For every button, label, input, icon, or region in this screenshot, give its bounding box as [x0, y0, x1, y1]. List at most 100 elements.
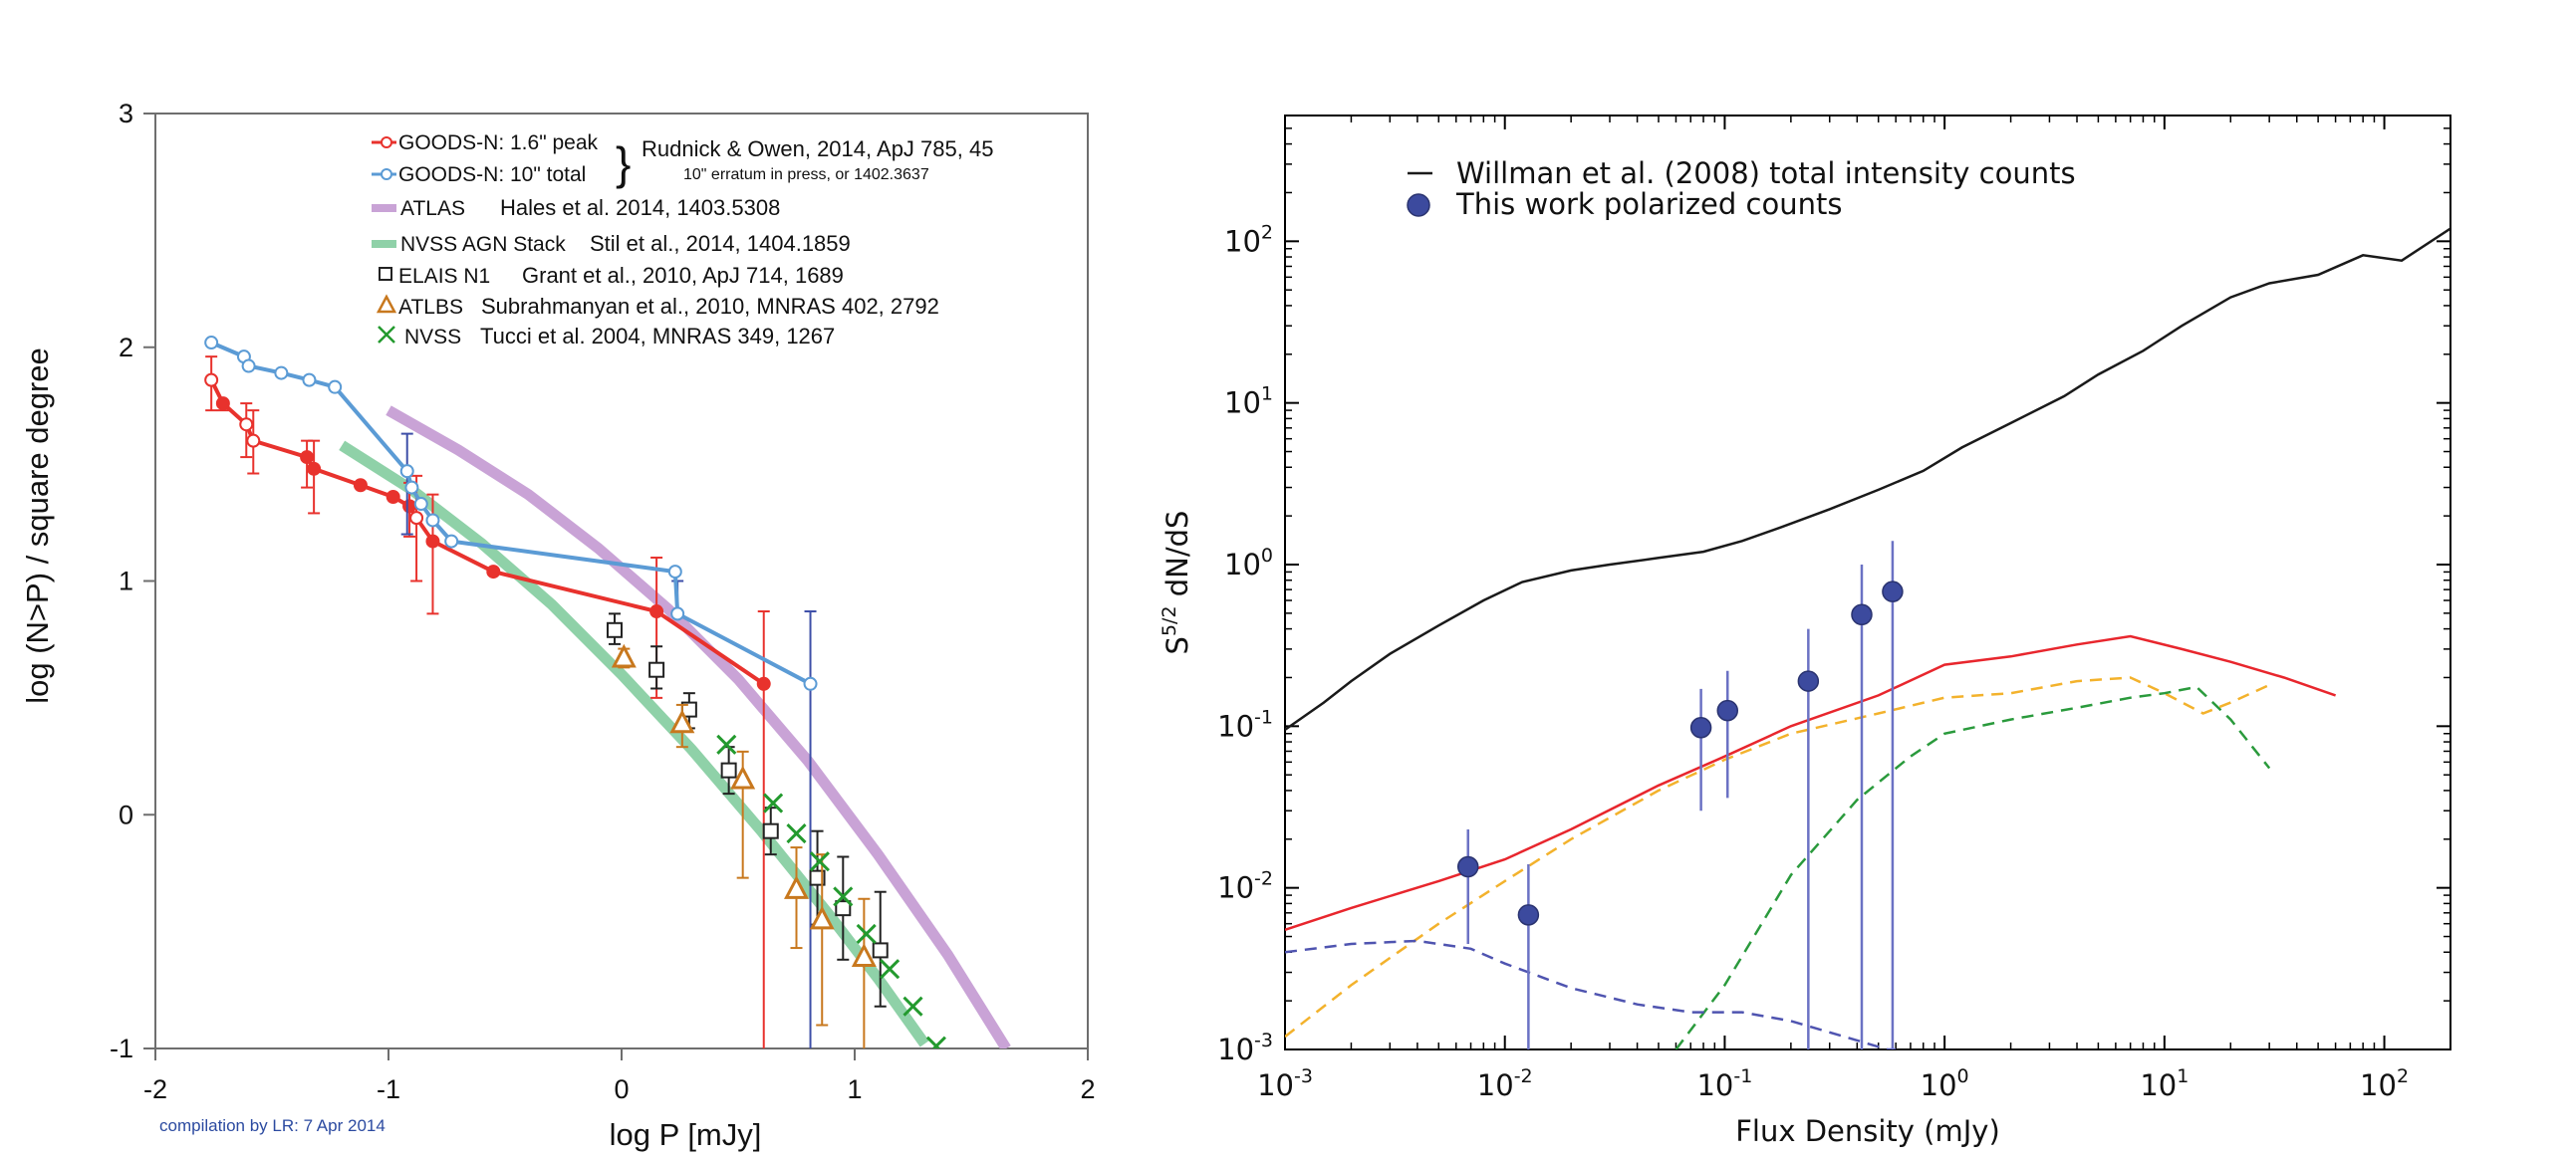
left-legend-brace-reference: Rudnick & Owen, 2014, ApJ 785, 45: [642, 136, 993, 161]
left-data-point: [328, 379, 343, 394]
left-x-point: [880, 959, 901, 980]
left-series-clip-group: [204, 336, 1011, 1048]
right-y-label-base: S: [1160, 636, 1194, 654]
left-series-layer: [204, 336, 1011, 1048]
right-x-tick-base: 10: [1921, 1068, 1957, 1102]
left-data-point: [409, 511, 424, 526]
left-legend-swatch-triangle: [376, 294, 397, 314]
right-legend-item: Willman et al. (2008) total intensity co…: [1408, 156, 2076, 190]
right-x-tick-exp: 1: [2177, 1065, 2189, 1087]
right-y-axis-label: S5/2 dN/dS: [1159, 511, 1194, 655]
right-x-tick-label: 10-1: [1696, 1065, 1752, 1102]
left-series-line: [339, 440, 929, 1047]
right-x-tick-base: 10: [1257, 1068, 1294, 1102]
right-y-label-rest: dN/dS: [1160, 511, 1194, 606]
left-legend-label: ELAIS N1: [398, 265, 490, 288]
left-legend-label: ATLAS: [400, 197, 465, 220]
right-y-tick-base: 10: [1217, 1033, 1254, 1066]
left-data-point: [204, 372, 219, 387]
left-data-point: [413, 497, 428, 512]
left-series-marks-5: [611, 643, 877, 1048]
right-data-point: [1517, 904, 1540, 926]
right-y-tick-label: 10-3: [1217, 1030, 1273, 1066]
left-chart: -2 -1 0 1 2 -1 0 1 2 3 log P [mJy] log (N>P) / sq…: [20, 99, 1096, 1152]
left-legend-brace: }: [616, 137, 631, 189]
left-legend-label: NVSS: [404, 326, 461, 348]
right-series-line-3: [1285, 676, 2270, 1039]
right-y-tick-base: 10: [1224, 386, 1261, 420]
left-legend-swatch-marker: [381, 136, 392, 148]
left-legend-label: ATLBS: [398, 296, 463, 319]
right-x-tick-base: 10: [1696, 1068, 1733, 1102]
left-x-point: [763, 793, 784, 813]
left-legend-label: GOODS-N: 10" total: [398, 163, 586, 186]
right-y-tick-exp: -2: [1254, 868, 1273, 890]
right-y-tick-base: 10: [1217, 871, 1254, 905]
left-x-point: [902, 996, 923, 1017]
right-series-line-5: [1285, 939, 1897, 1049]
right-x-tick-exp: 0: [1957, 1065, 1969, 1087]
left-data-point: [386, 489, 400, 504]
left-y-tick-label: 3: [119, 99, 133, 128]
right-points-1: [1456, 541, 1904, 1049]
left-legend-item: NVSS Tucci et al. 2004, MNRAS 349, 1267: [378, 324, 835, 348]
left-square-point: [606, 621, 623, 638]
left-legend-item: ATLAS Hales et al. 2014, 1403.5308: [372, 195, 780, 220]
right-series-line-0: [1285, 227, 2450, 731]
left-x-point: [786, 822, 807, 844]
right-chart: 10-3 10-2 10-1 100 101 10210-310-210-11001011…: [1159, 115, 2451, 1148]
left-data-point: [803, 676, 818, 691]
left-legend-brace-note: 10" erratum in press, or 1402.3637: [683, 166, 929, 183]
right-legend-label: This work polarized counts: [1455, 187, 1842, 221]
left-legend-reference: Grant et al., 2010, ApJ 714, 1689: [522, 263, 844, 288]
right-legend-swatch-marker: [1407, 193, 1430, 217]
left-series-line: [386, 405, 1011, 1048]
left-x-tick-label: 2: [1080, 1074, 1095, 1104]
left-series-2: [386, 405, 1011, 1048]
left-series-marks-4: [606, 612, 889, 1008]
left-data-point: [670, 606, 685, 621]
right-y-tick-exp: 0: [1261, 545, 1273, 567]
left-x-point: [809, 851, 830, 872]
right-data-point: [1851, 603, 1873, 626]
left-data-point: [215, 396, 230, 411]
left-data-point: [239, 417, 254, 432]
left-square-point: [720, 762, 737, 779]
left-x-tick-label: 0: [614, 1074, 629, 1104]
right-x-tick-label: 100: [1921, 1065, 1969, 1102]
left-square-point: [762, 822, 779, 839]
left-x-point: [833, 886, 854, 907]
left-square-point: [835, 900, 852, 917]
left-legend-reference: Tucci et al. 2004, MNRAS 349, 1267: [480, 324, 835, 348]
left-series-marks-6: [716, 734, 946, 1048]
left-data-point: [425, 534, 440, 549]
left-triangle-point: [809, 905, 835, 930]
left-x-point: [716, 734, 737, 755]
left-series-line: [209, 378, 765, 686]
right-series-clip-group: [1285, 227, 2450, 1049]
right-y-tick-exp: -3: [1254, 1030, 1273, 1051]
right-x-axis-label: Flux Density (mJy): [1735, 1114, 2000, 1148]
left-legend-label: GOODS-N: 1.6" peak: [398, 131, 599, 154]
right-data-point: [1797, 670, 1820, 692]
left-square-point: [648, 661, 665, 678]
left-data-point: [353, 478, 368, 493]
left-data-point: [241, 358, 256, 373]
left-series-marks-1: [204, 336, 818, 1048]
right-y-tick-label: 10-1: [1217, 706, 1273, 743]
right-y-tick-exp: -1: [1254, 706, 1273, 728]
left-x-tick-label: -2: [143, 1074, 167, 1104]
left-series-line: [210, 341, 812, 686]
left-legend-item: ATLBS Subrahmanyan et al., 2010, MNRAS 40…: [376, 294, 939, 319]
left-legend-swatch-square: [379, 267, 392, 281]
left-data-point: [302, 372, 317, 387]
right-data-point: [1882, 580, 1904, 602]
left-data-point: [404, 480, 419, 495]
right-x-tick-label: 102: [2360, 1065, 2409, 1102]
left-legend-item: ELAIS N1 Grant et al., 2010, ApJ 714, 168…: [379, 263, 844, 288]
left-x-tick-label: -1: [377, 1074, 400, 1104]
left-x-axis-label: log P [mJy]: [610, 1117, 762, 1152]
left-x-point: [925, 1036, 946, 1048]
left-legend-item: GOODS-N: 1.6" peak: [372, 131, 599, 154]
left-data-point: [667, 565, 682, 580]
